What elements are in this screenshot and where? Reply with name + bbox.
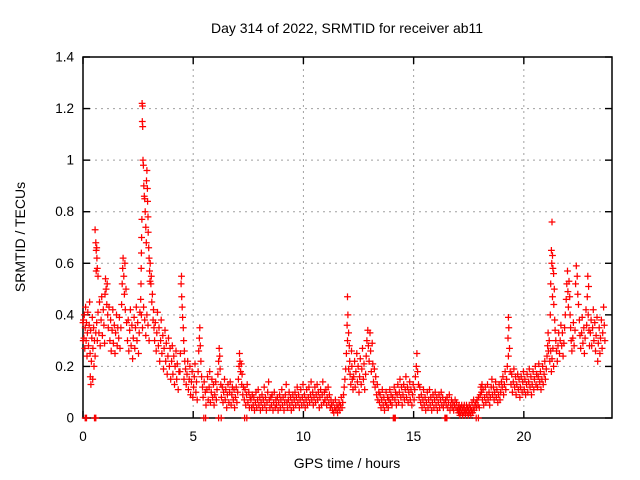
y-tick-label: 0 xyxy=(66,411,74,426)
y-tick-label: 0.8 xyxy=(55,204,74,219)
gridlines xyxy=(83,57,612,418)
y-tick-label: 1.4 xyxy=(55,50,74,65)
y-tick-label: 0.2 xyxy=(55,359,74,374)
x-tick-label: 5 xyxy=(189,429,197,444)
y-tick-label: 1.2 xyxy=(55,101,74,116)
y-tick-label: 0.6 xyxy=(55,256,74,271)
x-tick-label: 10 xyxy=(296,429,311,444)
axis-ticks xyxy=(82,56,612,419)
x-tick-label: 15 xyxy=(406,429,421,444)
y-tick-label: 1 xyxy=(66,153,74,168)
tick-labels: 0 5 10 15 20 0 0.2 0.4 0.6 0.8 1 1.2 1.4 xyxy=(55,50,531,445)
chart-title: Day 314 of 2022, SRMTID for receiver ab1… xyxy=(211,20,483,36)
y-tick-label: 0.4 xyxy=(55,307,74,322)
data-points xyxy=(79,100,609,422)
x-axis-label: GPS time / hours xyxy=(294,455,401,471)
x-tick-label: 0 xyxy=(79,429,87,444)
y-axis-label: SRMTID / TECUs xyxy=(12,182,28,292)
plot-border xyxy=(82,56,613,419)
data-point-marker xyxy=(79,100,609,422)
x-tick-label: 20 xyxy=(516,429,531,444)
